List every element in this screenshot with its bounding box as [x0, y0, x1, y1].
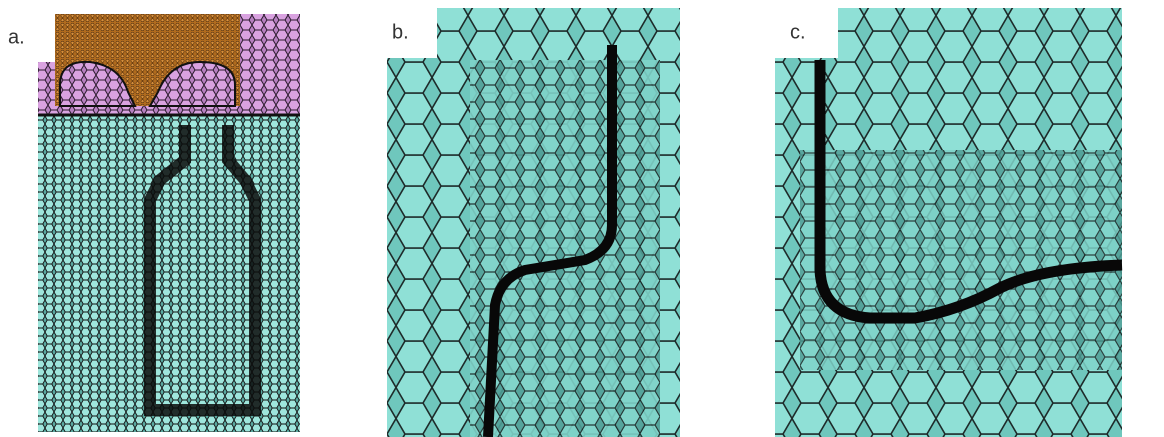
panel-label: c.: [790, 21, 806, 43]
panel-label: a.: [8, 26, 25, 48]
panel-c: c.: [775, 8, 1122, 437]
panel-a: a.: [8, 14, 300, 432]
panel-b: b.: [387, 8, 680, 437]
mesh: [470, 60, 660, 437]
mesh-region: [230, 14, 300, 64]
figure: a. b. c.: [0, 0, 1164, 437]
label-box: [775, 8, 838, 58]
mesh: [800, 150, 1122, 370]
panel-label: b.: [392, 21, 409, 43]
